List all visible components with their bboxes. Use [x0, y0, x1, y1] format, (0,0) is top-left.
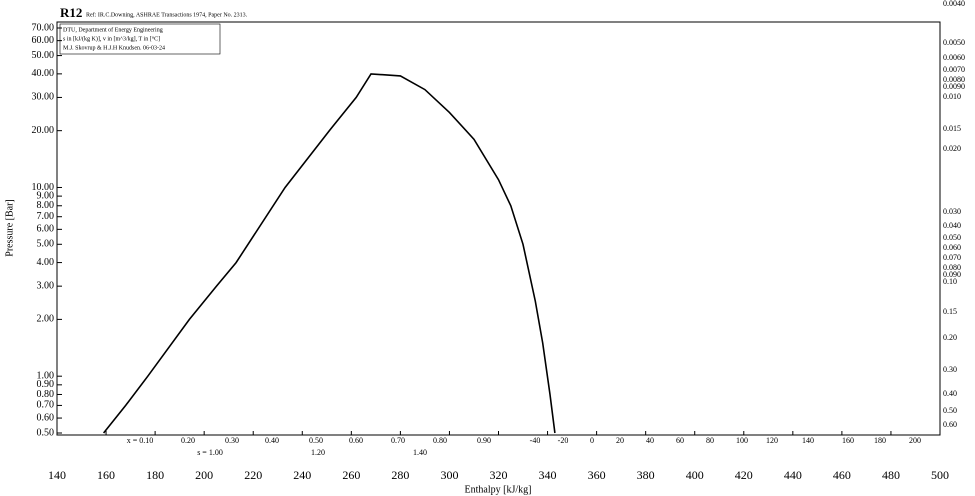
x-tick-label: 320 — [490, 468, 508, 482]
volume-label: 0.010 — [943, 92, 961, 101]
entropy-label: 1.40 — [413, 448, 427, 457]
quality-label: 0.40 — [265, 436, 279, 445]
entropy-label: 1.20 — [311, 448, 325, 457]
quality-label: 0.80 — [433, 436, 447, 445]
x-tick-label: 360 — [588, 468, 606, 482]
y-tick-label: 3.00 — [37, 280, 55, 291]
x-tick-label: 260 — [342, 468, 360, 482]
quality-label: 0.50 — [309, 436, 323, 445]
volume-label: 0.070 — [943, 253, 961, 262]
volume-label: 0.15 — [943, 307, 957, 316]
y-tick-label: 8.00 — [37, 200, 55, 211]
quality-label: x = 0.10 — [127, 436, 154, 445]
temperature-label: -40 — [530, 436, 541, 445]
reference: Ref: IR.C.Downing, ASHRAE Transactions 1… — [86, 11, 248, 18]
y-tick-label: 10.00 — [32, 182, 55, 193]
info-line: M.J. Skovrup & H.J.H Knudsen. 06-03-24 — [63, 45, 165, 51]
volume-label: 0.020 — [943, 144, 961, 153]
entropy-label: s = 1.00 — [197, 448, 223, 457]
volume-label: 0.030 — [943, 207, 961, 216]
y-axis-label: Pressure [Bar] — [4, 199, 15, 256]
quality-label: 0.90 — [477, 436, 491, 445]
quality-label: 0.20 — [181, 436, 195, 445]
y-tick-label: 30.00 — [32, 92, 55, 103]
y-tick-label: 70.00 — [32, 22, 55, 33]
y-tick-label: 60.00 — [32, 35, 55, 46]
y-tick-label: 4.00 — [37, 257, 55, 268]
volume-label: 0.0070 — [943, 65, 965, 74]
x-tick-label: 200 — [195, 468, 213, 482]
y-tick-label: 0.70 — [37, 400, 55, 411]
temperature-label: 0 — [590, 436, 594, 445]
x-axis-label: Enthalpy [kJ/kg] — [465, 484, 532, 495]
y-tick-label: 20.00 — [32, 125, 55, 136]
x-tick-label: 500 — [931, 468, 949, 482]
x-tick-label: 280 — [391, 468, 409, 482]
x-tick-label: 400 — [686, 468, 704, 482]
volume-label: 0.50 — [943, 406, 957, 415]
quality-label: 0.70 — [391, 436, 405, 445]
volume-label: 0.050 — [943, 233, 961, 242]
y-tick-label: 5.00 — [37, 239, 55, 250]
x-tick-label: 340 — [539, 468, 557, 482]
temperature-label: 80 — [706, 436, 714, 445]
temperature-label: 20 — [616, 436, 624, 445]
x-tick-label: 240 — [293, 468, 311, 482]
volume-label: 0.060 — [943, 243, 961, 252]
x-tick-label: 380 — [637, 468, 655, 482]
quality-label: 0.60 — [349, 436, 363, 445]
x-tick-label: 420 — [735, 468, 753, 482]
x-tick-label: 180 — [146, 468, 164, 482]
info-line: s in [kJ/(kg K)], v in [m^3/kg], T in [°… — [63, 35, 160, 42]
temperature-label: 180 — [874, 436, 886, 445]
x-tick-label: 160 — [97, 468, 115, 482]
temperature-label: 60 — [676, 436, 684, 445]
temperature-label: 160 — [842, 436, 854, 445]
chart-title: R12 — [60, 5, 82, 20]
x-tick-label: 300 — [440, 468, 458, 482]
saturation-curve — [104, 74, 555, 433]
temperature-label: 120 — [766, 436, 778, 445]
y-tick-label: 7.00 — [37, 211, 55, 222]
x-tick-label: 220 — [244, 468, 262, 482]
y-tick-label: 2.00 — [37, 314, 55, 325]
y-tick-label: 40.00 — [32, 68, 55, 79]
temperature-label: 100 — [736, 436, 748, 445]
volume-label: 0.20 — [943, 333, 957, 342]
volume-label: 0.60 — [943, 420, 957, 429]
y-tick-label: 1.00 — [37, 370, 55, 381]
x-tick-label: 460 — [833, 468, 851, 482]
y-tick-label: 0.60 — [37, 412, 55, 423]
volume-label: 0.0050 — [943, 38, 965, 47]
temperature-label: 140 — [802, 436, 814, 445]
y-tick-label: 0.80 — [37, 389, 55, 400]
x-tick-label: 480 — [882, 468, 900, 482]
volume-label: 0.30 — [943, 365, 957, 374]
temperature-label: -20 — [558, 436, 569, 445]
plot-frame — [57, 22, 940, 435]
x-tick-label: 140 — [48, 468, 66, 482]
info-line: DTU, Department of Energy Engineering — [63, 26, 163, 33]
volume-label: 0.0090 — [943, 82, 965, 91]
y-tick-label: 0.50 — [37, 427, 55, 438]
y-tick-label: 50.00 — [32, 50, 55, 61]
temperature-label: 200 — [909, 436, 921, 445]
volume-label: 0.0040 — [943, 0, 965, 8]
y-tick-label: 6.00 — [37, 224, 55, 235]
quality-label: 0.30 — [225, 436, 239, 445]
chart: R12 Ref: IR.C.Downing, ASHRAE Transactio… — [0, 0, 975, 496]
x-tick-label: 440 — [784, 468, 802, 482]
temperature-label: 40 — [646, 436, 654, 445]
volume-label: 0.10 — [943, 277, 957, 286]
volume-label: 0.0060 — [943, 53, 965, 62]
volume-label: 0.015 — [943, 124, 961, 133]
volume-label: 0.040 — [943, 221, 961, 230]
volume-label: 0.40 — [943, 389, 957, 398]
